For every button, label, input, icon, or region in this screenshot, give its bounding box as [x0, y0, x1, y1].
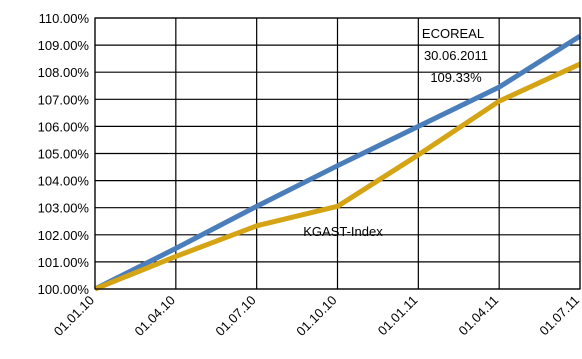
y-tick-label: 105.00% [38, 147, 90, 162]
annotation-ecoreal-label: ECOREAL [422, 26, 484, 41]
y-tick-label: 110.00% [39, 11, 90, 26]
plot-frame [94, 17, 581, 290]
y-tick-label: 107.00% [38, 92, 90, 107]
annotation-kgast-label: KGAST-Index [303, 224, 383, 239]
x-tick-labels: 01.01.10 01.04.10 01.07.10 01.10.10 01.01.11… [51, 293, 582, 339]
x-tick-label: 01.07.11 [536, 293, 582, 339]
y-tick-label: 103.00% [38, 201, 90, 216]
x-tick-label: 01.07.10 [212, 293, 258, 339]
x-tick-label: 01.01.11 [375, 293, 421, 339]
y-tick-label: 101.00% [38, 255, 90, 270]
y-tick-label: 102.00% [38, 228, 90, 243]
x-tick-label: 01.10.10 [293, 293, 339, 339]
grid [94, 17, 581, 290]
series-line-ecoreal [93, 34, 582, 292]
y-tick-label: 100.00% [38, 282, 90, 297]
series-lines [93, 34, 582, 292]
y-tick-labels: 100.00% 101.00% 102.00% 103.00% 104.00% 105.0… [38, 11, 90, 297]
annotation-ecoreal-value: 109.33% [430, 70, 482, 85]
x-tick-label: 01.04.11 [456, 293, 502, 339]
y-tick-label: 104.00% [38, 174, 90, 189]
x-tick-label: 01.01.10 [51, 293, 97, 339]
series-line-kgast-index [94, 61, 582, 292]
x-tick-label: 01.04.10 [132, 293, 178, 339]
y-tick-label: 108.00% [38, 65, 90, 80]
y-tick-label: 109.00% [38, 38, 90, 53]
annotation-ecoreal-date: 30.06.2011 [424, 48, 488, 63]
y-tick-label: 106.00% [38, 119, 90, 134]
